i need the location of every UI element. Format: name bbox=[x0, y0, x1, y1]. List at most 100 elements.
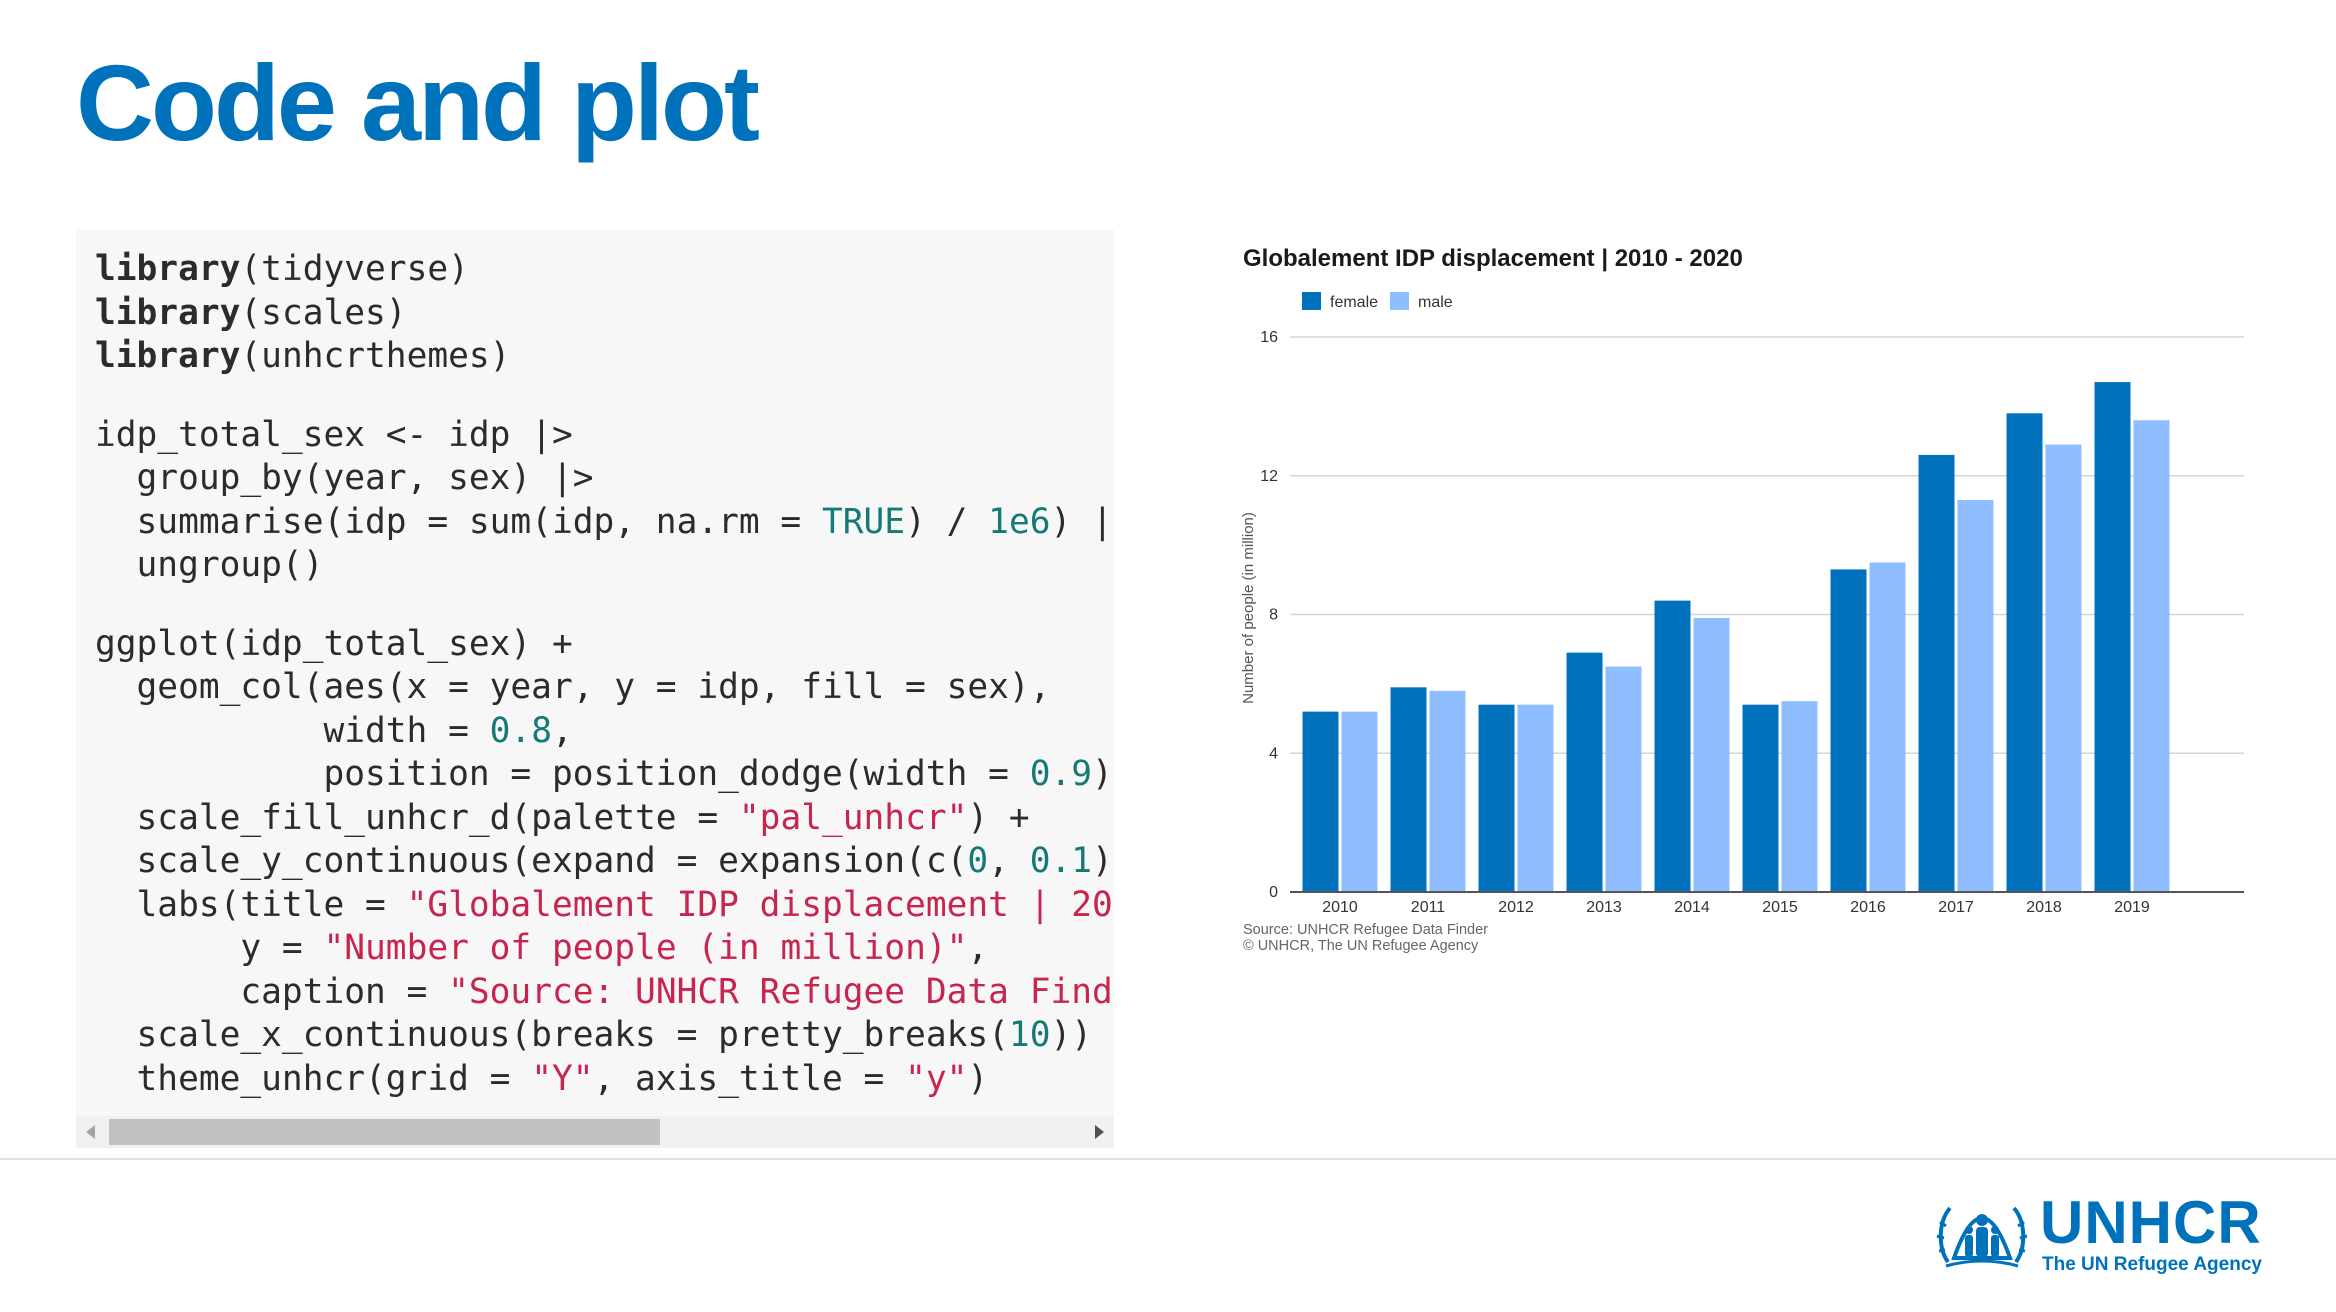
code-token: "Y" bbox=[531, 1058, 594, 1099]
bar-male-2016 bbox=[1869, 562, 1906, 892]
code-line: library(unhcrthemes) bbox=[95, 335, 1113, 379]
bar-female-2013 bbox=[1566, 652, 1603, 892]
bar-male-2018 bbox=[2045, 444, 2082, 892]
y-axis-title: Number of people (in million) bbox=[1240, 512, 1257, 704]
code-token: , bbox=[551, 710, 573, 751]
code-line: geom_col(aes(x = year, y = idp, fill = s… bbox=[95, 666, 1113, 710]
unhcr-emblem-icon bbox=[1936, 1206, 2028, 1268]
code-token: labs(title = bbox=[95, 884, 407, 925]
x-tick-label: 2015 bbox=[1762, 899, 1798, 916]
code-token: 0 bbox=[967, 841, 989, 881]
code-token: "Source: UNHCR Refugee Data Find bbox=[448, 971, 1113, 1012]
code-line: library(tidyverse) bbox=[95, 248, 1113, 292]
y-tick-label: 4 bbox=[1269, 745, 1278, 762]
x-tick-label: 2016 bbox=[1850, 899, 1886, 916]
y-tick-label: 16 bbox=[1260, 329, 1278, 346]
bars bbox=[1302, 382, 2170, 892]
code-line: scale_x_continuous(breaks = pretty_break… bbox=[95, 1014, 1113, 1058]
code-line: ungroup() bbox=[95, 544, 1113, 588]
code-token: (scales) bbox=[240, 292, 407, 333]
code-line: library(scales) bbox=[95, 292, 1113, 336]
code-token: position = position_dodge(width = bbox=[95, 754, 1030, 794]
code-token: library bbox=[95, 292, 241, 333]
code-token: ) bbox=[967, 1058, 989, 1099]
code-blank-line bbox=[95, 588, 1113, 623]
x-tick-label: 2014 bbox=[1674, 899, 1710, 916]
bar-male-2015 bbox=[1781, 701, 1818, 892]
code-token: ggplot(idp_total_sex) + bbox=[95, 623, 573, 664]
code-text: library(tidyverse) library(scales) library… bbox=[95, 248, 1113, 1101]
bar-male-2019 bbox=[2133, 420, 2170, 892]
tick-labels: 0 4 8 12 16 2010 2011 2012 2013 2014 2015 2016 2017 2… bbox=[1260, 329, 2150, 916]
code-token: library bbox=[95, 336, 241, 376]
bar-female-2016 bbox=[1830, 569, 1867, 892]
code-token: "Globalement IDP displacement | 20 bbox=[406, 884, 1113, 925]
code-line: scale_y_continuous(expand = expansion(c(… bbox=[95, 840, 1113, 884]
bar-male-2014 bbox=[1693, 617, 1730, 892]
x-tick-label: 2017 bbox=[1938, 899, 1974, 916]
legend-swatch-male bbox=[1390, 292, 1409, 310]
code-line: idp_total_sex <- idp |> bbox=[95, 414, 1113, 458]
bar-male-2011 bbox=[1429, 690, 1466, 892]
slide-title: Code and plot bbox=[76, 42, 760, 163]
code-token: 10 bbox=[1008, 1015, 1051, 1055]
code-token: ) | bbox=[1050, 501, 1113, 542]
code-token: )) bbox=[1050, 1015, 1093, 1055]
code-token: summarise(idp = sum(idp, na.rm = bbox=[95, 501, 822, 542]
code-line: group_by(year, sex) |> bbox=[95, 457, 1113, 501]
code-token: theme_unhcr(grid = bbox=[95, 1058, 532, 1099]
code-token: 0.1 bbox=[1029, 841, 1093, 881]
bar-male-2010 bbox=[1341, 711, 1378, 892]
bar-female-2014 bbox=[1654, 600, 1691, 892]
code-line: labs(title = "Globalement IDP displaceme… bbox=[95, 884, 1113, 928]
code-token: scale_y_continuous(expand = expansion(c( bbox=[95, 841, 968, 881]
horizontal-scrollbar[interactable] bbox=[76, 1116, 1114, 1148]
code-line: theme_unhcr(grid = "Y", axis_title = "y"… bbox=[95, 1058, 1113, 1102]
code-block[interactable]: library(tidyverse) library(scales) library… bbox=[76, 230, 1114, 1148]
bar-female-2012 bbox=[1478, 704, 1515, 892]
x-tick-label: 2013 bbox=[1586, 899, 1622, 916]
x-tick-label: 2018 bbox=[2026, 899, 2062, 916]
legend-swatch-female bbox=[1302, 292, 1321, 310]
x-tick-label: 2011 bbox=[1411, 899, 1446, 916]
bar-female-2018 bbox=[2006, 413, 2043, 892]
code-line: summarise(idp = sum(idp, na.rm = TRUE) /… bbox=[95, 501, 1113, 545]
code-blank-line bbox=[95, 379, 1113, 414]
bar-male-2012 bbox=[1517, 704, 1554, 892]
code-token: 1e6 bbox=[988, 501, 1051, 542]
code-token: , bbox=[967, 928, 989, 968]
code-token: y = bbox=[95, 928, 324, 968]
code-token: ungroup() bbox=[95, 545, 324, 585]
code-token: caption = bbox=[95, 971, 449, 1012]
code-token: , axis_title = bbox=[593, 1058, 906, 1099]
code-token: library bbox=[95, 249, 241, 289]
code-token: ) / bbox=[905, 501, 989, 542]
code-line: y = "Number of people (in million)", bbox=[95, 927, 1113, 971]
scroll-left-arrow-icon[interactable] bbox=[86, 1125, 95, 1139]
footer-divider bbox=[0, 1158, 2336, 1160]
code-token: group_by(year, sex) |> bbox=[95, 458, 594, 498]
chart-caption-copyright: © UNHCR, The UN Refugee Agency bbox=[1243, 938, 1479, 954]
scroll-right-arrow-icon[interactable] bbox=[1095, 1125, 1104, 1139]
y-tick-label: 0 bbox=[1269, 884, 1278, 901]
code-token: scale_fill_unhcr_d(palette = bbox=[95, 797, 739, 838]
code-token: ) + bbox=[967, 797, 1030, 838]
code-token: "y" bbox=[905, 1058, 968, 1099]
bar-female-2019 bbox=[2094, 382, 2131, 892]
legend-label-female: female bbox=[1330, 294, 1378, 311]
y-tick-label: 8 bbox=[1269, 607, 1278, 624]
code-token: (unhcrthemes) bbox=[240, 336, 511, 376]
bar-female-2010 bbox=[1302, 711, 1339, 892]
code-line: ggplot(idp_total_sex) + bbox=[95, 623, 1113, 667]
chart-caption-source: Source: UNHCR Refugee Data Finder bbox=[1243, 922, 1488, 938]
code-token: ) bbox=[1092, 754, 1113, 794]
code-token: 0.9 bbox=[1029, 754, 1092, 794]
code-token: "Number of people (in million)" bbox=[323, 928, 968, 968]
code-token: scale_x_continuous(breaks = pretty_break… bbox=[95, 1015, 1009, 1055]
scrollbar-thumb[interactable] bbox=[109, 1119, 660, 1145]
legend-label-male: male bbox=[1418, 294, 1453, 311]
code-token: , bbox=[988, 841, 1030, 881]
bar-male-2013 bbox=[1605, 666, 1642, 892]
x-tick-label: 2019 bbox=[2114, 899, 2150, 916]
x-tick-label: 2010 bbox=[1322, 899, 1358, 916]
